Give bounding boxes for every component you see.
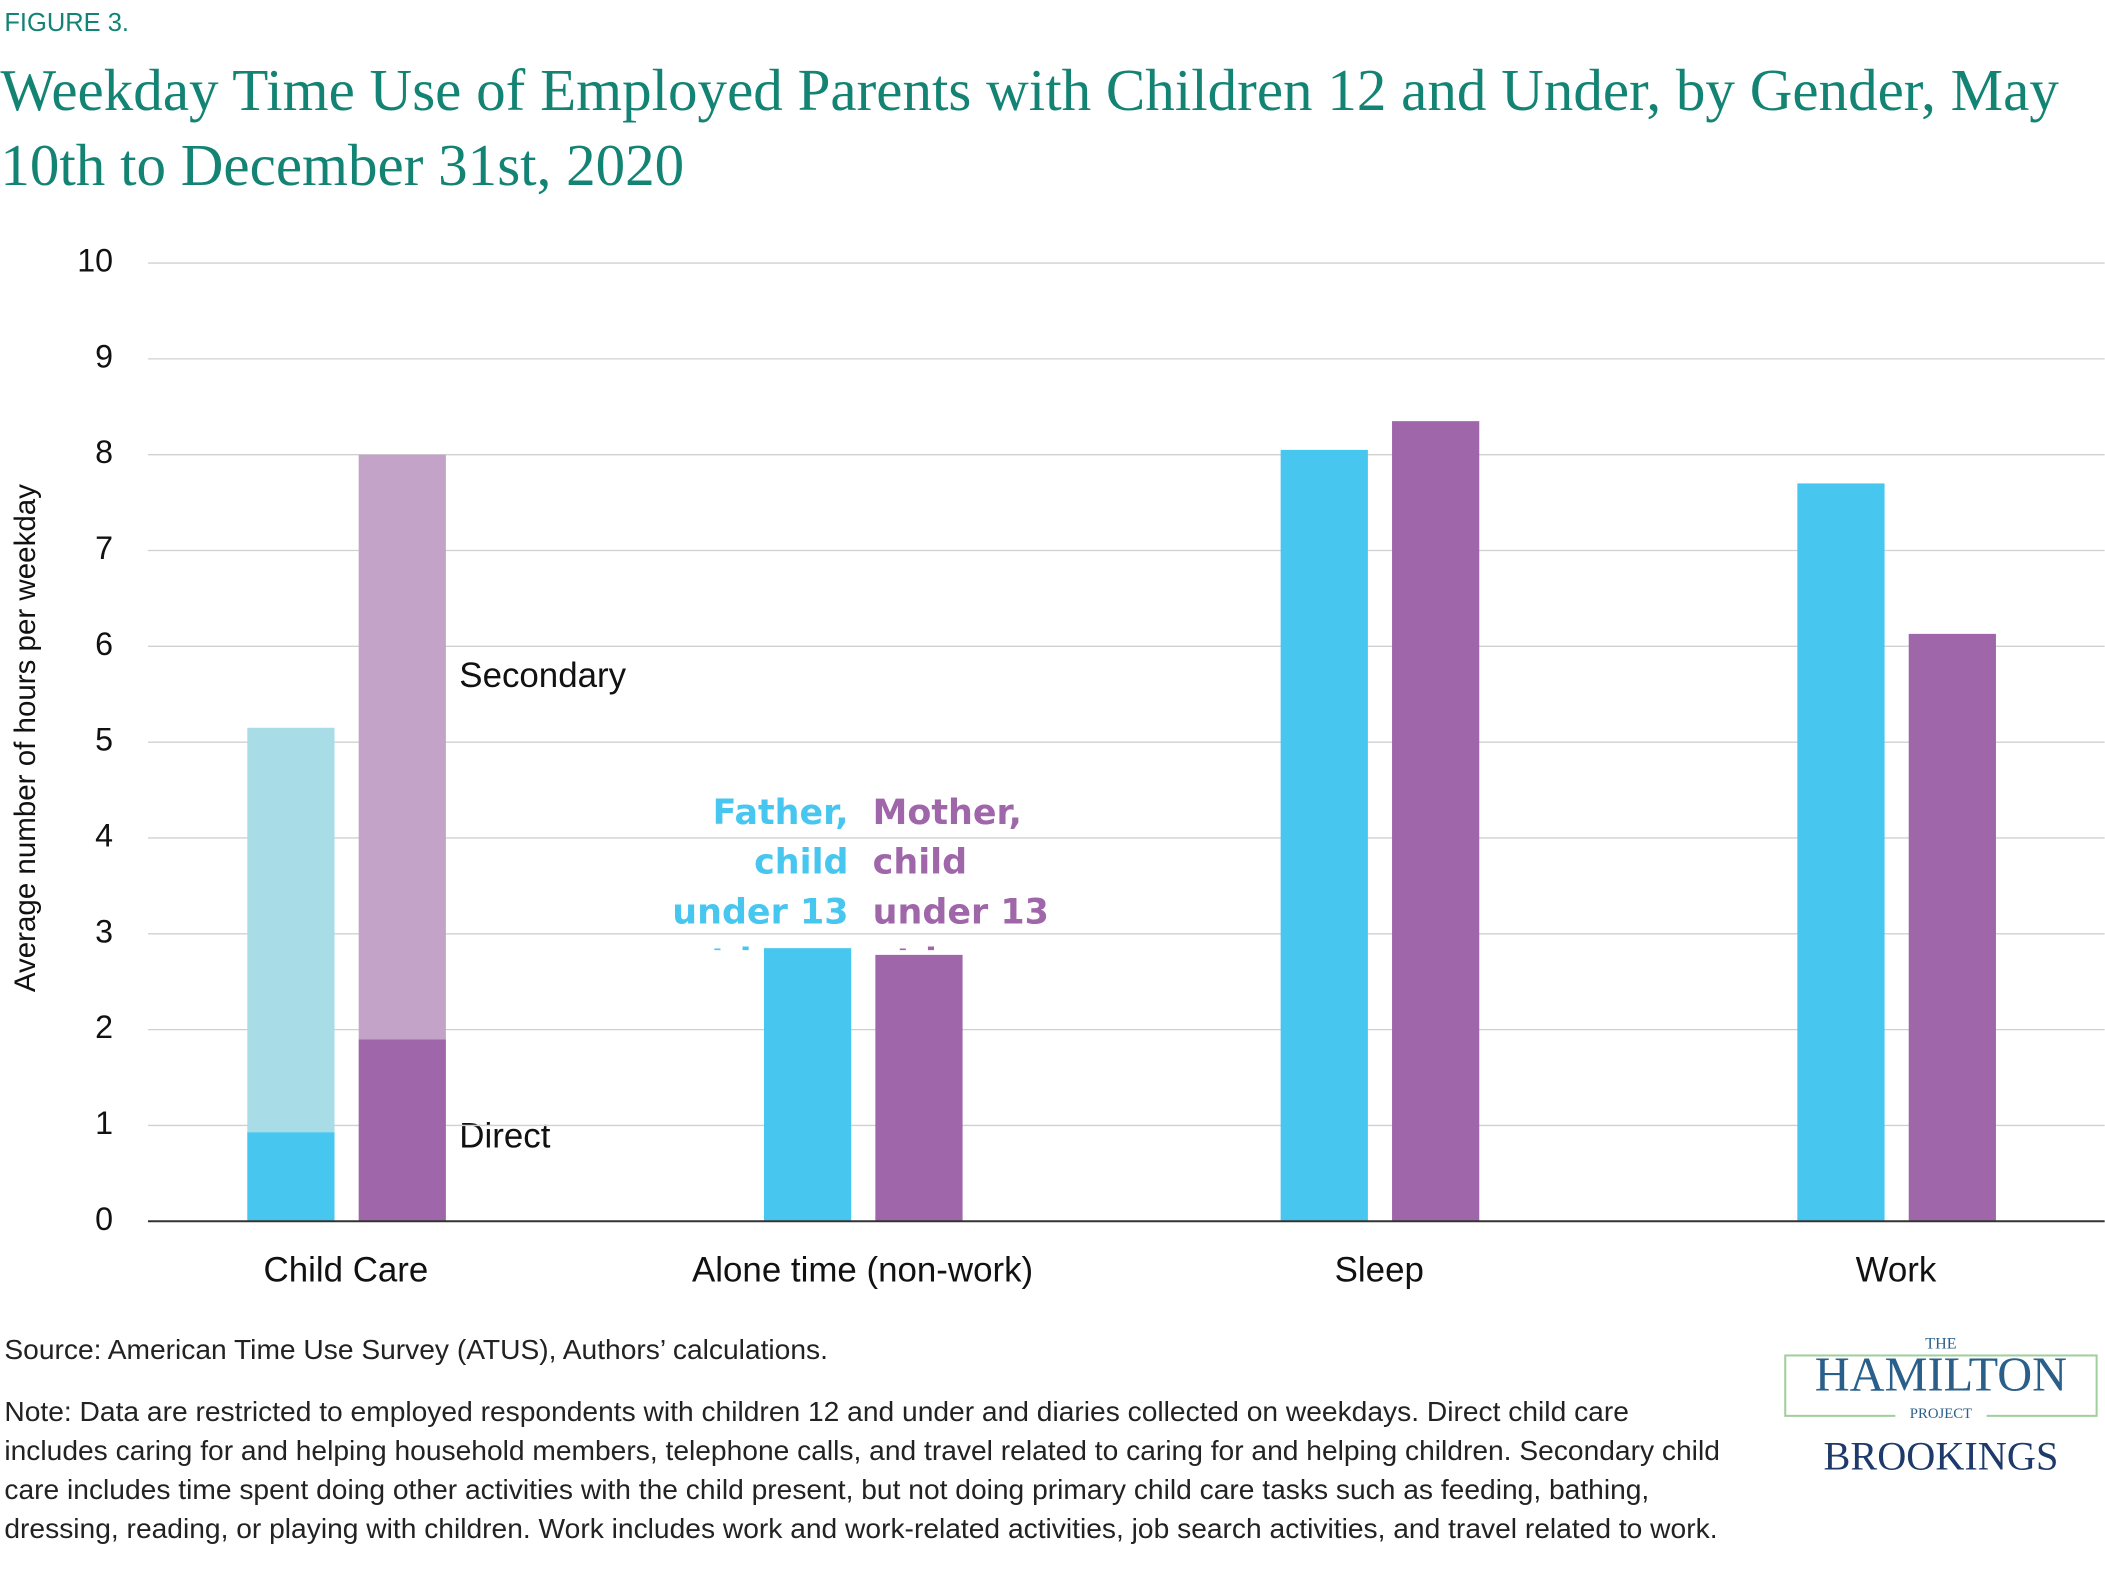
- logo-gap: [1895, 1405, 1987, 1422]
- figure-label: FIGURE 3.: [4, 9, 129, 37]
- y-tick-label: 7: [95, 530, 113, 566]
- y-tick-label: 5: [95, 722, 113, 758]
- y-tick-label: 9: [95, 338, 113, 374]
- logo-hamilton: HAMILTON: [1815, 1349, 2067, 1402]
- bar: [247, 1132, 335, 1222]
- legend-label: Father, child under 13 at home: [672, 793, 849, 950]
- logo-brookings: BROOKINGS: [1824, 1433, 2059, 1478]
- x-tick-label: Sleep: [1335, 1250, 1424, 1289]
- bar: [247, 727, 335, 1133]
- x-tick-label: Alone time (non-work): [692, 1250, 1033, 1289]
- note-box: Note: Data are restricted to employed re…: [4, 1397, 1720, 1545]
- legend-box: Mother, child under 13 at home: [872, 793, 1049, 950]
- y-tick-label: 6: [95, 626, 113, 662]
- bar: [1908, 633, 1996, 1222]
- y-tick-label: 1: [95, 1105, 113, 1141]
- y-axis-label: Average number of hours per weekday: [9, 484, 42, 992]
- bar: [358, 1039, 446, 1222]
- logo-project: PROJECT: [1910, 1406, 1972, 1422]
- bar: [1280, 449, 1368, 1222]
- y-tick-label: 8: [95, 434, 113, 470]
- y-tick-label: 2: [95, 1009, 113, 1045]
- bar: [1392, 421, 1480, 1222]
- annotation: Direct: [459, 1116, 550, 1155]
- y-tick-label: 4: [95, 817, 113, 853]
- logo: THE HAMILTON PROJECT BROOKINGS: [1784, 1335, 2098, 1478]
- bar: [358, 454, 446, 1040]
- logo-gap: [1919, 1336, 1963, 1351]
- bar: [875, 954, 963, 1222]
- source: Source: American Time Use Survey (ATUS),…: [4, 1333, 828, 1365]
- y-tick-label: 10: [77, 243, 113, 279]
- title-box: Weekday Time Use of Employed Parents wit…: [0, 57, 2059, 199]
- bar: [1797, 483, 1885, 1222]
- y-tick-label: 0: [95, 1201, 113, 1237]
- y-tick-label: 3: [95, 913, 113, 949]
- x-tick-label: Work: [1856, 1250, 1937, 1289]
- note: Note: Data are restricted to employed re…: [4, 1397, 1720, 1545]
- x-tick-label: Child Care: [264, 1250, 429, 1289]
- legend-label: Mother, child under 13 at home: [872, 793, 1049, 950]
- logo-the: THE: [1925, 1335, 1956, 1352]
- chart-title: Weekday Time Use of Employed Parents wit…: [0, 57, 2059, 199]
- legend-box: Father, child under 13 at home: [672, 793, 849, 950]
- annotation: Secondary: [459, 656, 626, 695]
- bar: [763, 948, 852, 1222]
